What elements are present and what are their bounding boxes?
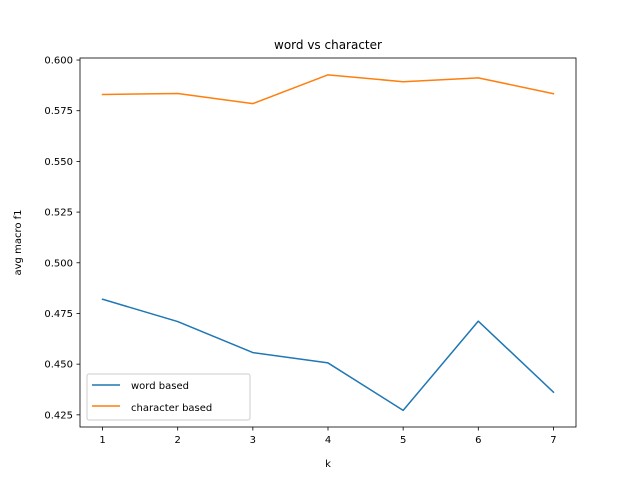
y-tick-label: 0.475 xyxy=(44,309,73,320)
series-line-character-based xyxy=(101,74,555,105)
x-tick-label: 1 xyxy=(99,435,105,446)
x-tick-label: 4 xyxy=(325,435,331,446)
x-tick-label: 3 xyxy=(250,435,256,446)
plot-area xyxy=(79,57,577,428)
x-tick-label: 2 xyxy=(175,435,181,446)
x-tick-label: 5 xyxy=(400,435,406,446)
y-axis: 0.425 0.450 0.475 0.500 0.525 0.550 0.575 0.600 xyxy=(44,56,80,421)
x-tick-label: 6 xyxy=(475,435,481,446)
chart-title: word vs character xyxy=(274,38,382,52)
y-tick-label: 0.425 xyxy=(44,410,73,421)
y-tick-label: 0.600 xyxy=(44,56,73,67)
y-tick-label: 0.500 xyxy=(44,258,73,269)
y-tick-label: 0.450 xyxy=(44,360,73,371)
series-line-word-based xyxy=(101,298,555,412)
axes-frame xyxy=(79,57,577,428)
y-tick-label: 0.575 xyxy=(44,106,73,117)
legend-label-character-based: character based xyxy=(131,403,212,414)
legend-box xyxy=(86,373,251,421)
series-group xyxy=(101,74,555,412)
legend-label-word-based: word based xyxy=(131,381,189,392)
x-tick-label: 7 xyxy=(550,435,556,446)
y-axis-label: avg macro f1 xyxy=(13,209,24,275)
y-tick-label: 0.550 xyxy=(44,157,73,168)
legend: word based character based xyxy=(86,373,251,421)
x-axis: 1 2 3 4 5 6 7 xyxy=(99,427,557,446)
y-tick-label: 0.525 xyxy=(44,208,73,219)
x-axis-label: k xyxy=(325,459,331,470)
